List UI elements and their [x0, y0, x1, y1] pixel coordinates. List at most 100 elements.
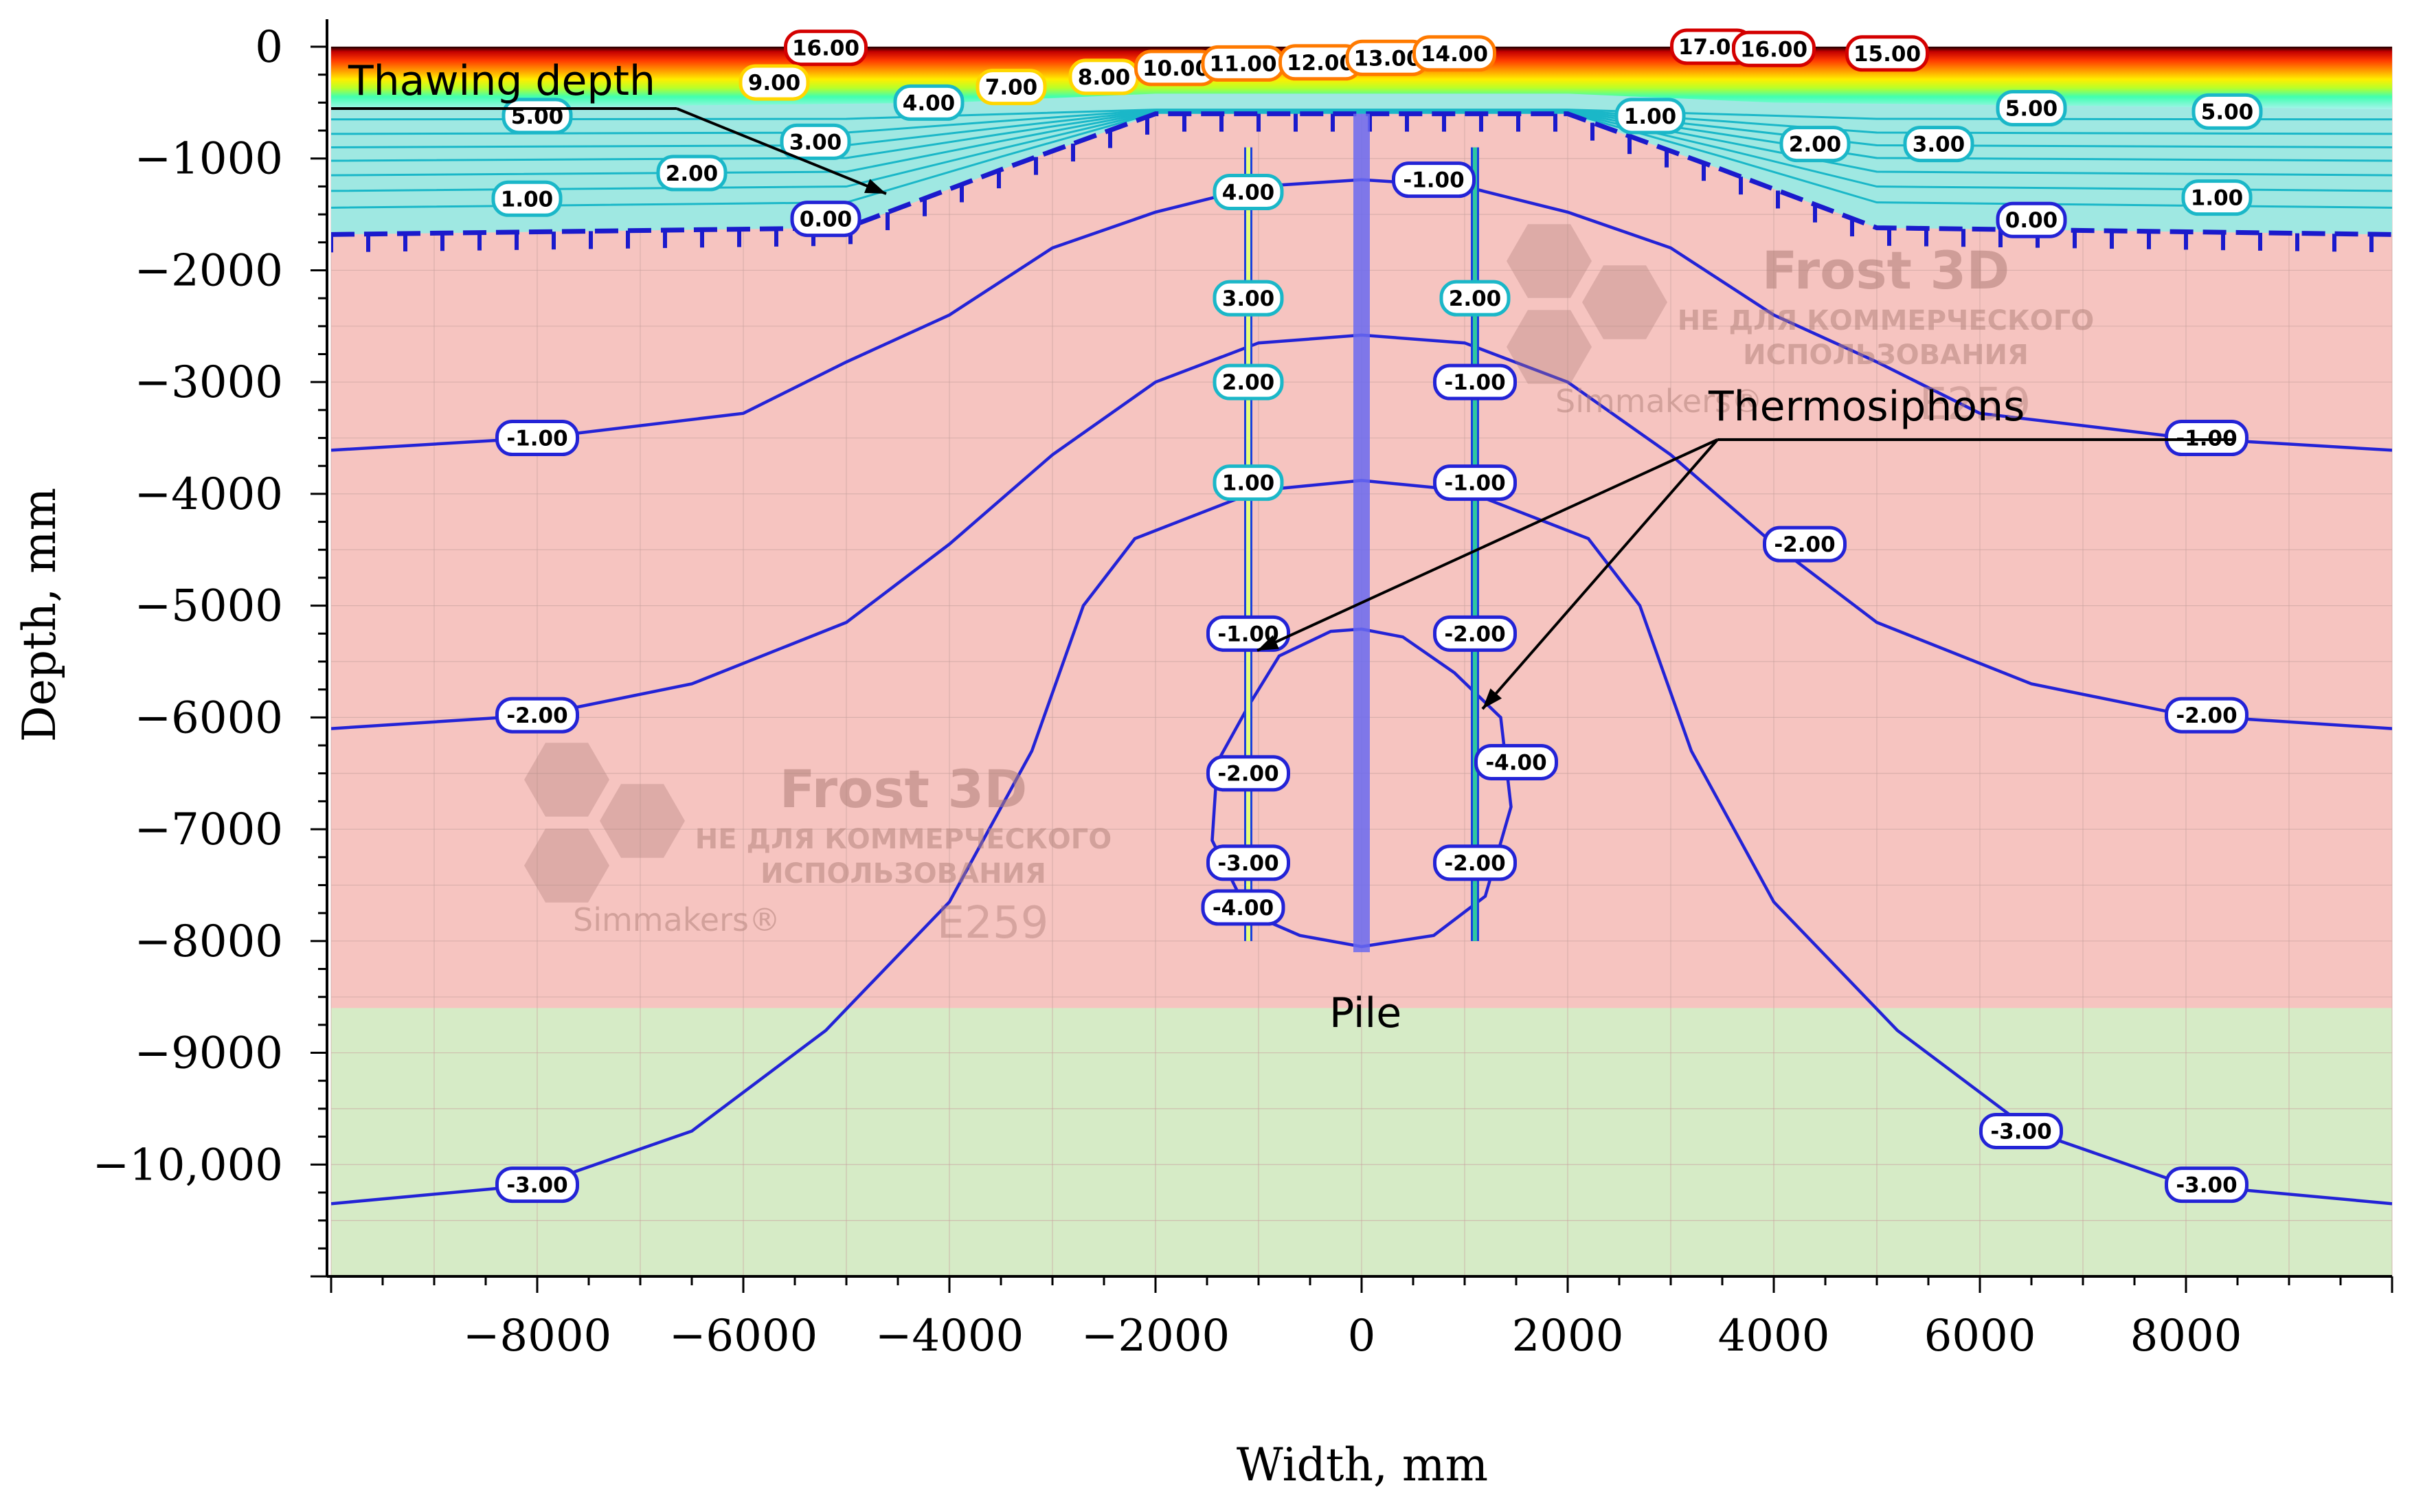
contour-label: 7.00 — [976, 69, 1047, 106]
watermark-line1: НЕ ДЛЯ КОММЕРЧЕСКОГО — [695, 824, 1112, 855]
contour-label-box — [1433, 615, 1517, 652]
contour-label-box — [1213, 464, 1284, 501]
contour-label-text: -3.00 — [2176, 1173, 2237, 1198]
contour-label-box — [1732, 30, 1816, 67]
contour-label-box — [1614, 98, 1686, 135]
contour-label-box — [1213, 174, 1284, 211]
contour-label-text: 9.00 — [748, 71, 801, 95]
contour-label: -3.00 — [1206, 844, 1290, 881]
contour-label-text: 10.00 — [1142, 56, 1210, 81]
watermark-2: Frost 3D НЕ ДЛЯ КОММЕРЧЕСКОГОИСПОЛЬЗОВАНИ… — [1507, 224, 2094, 430]
contour-label-box — [1996, 90, 2067, 126]
watermark-title: Frost 3D — [780, 758, 1028, 820]
contour-label: -2.00 — [1206, 755, 1290, 792]
contour-label: 2.00 — [656, 155, 728, 192]
contour-label-text: 16.00 — [1740, 37, 1807, 62]
contour-label-text: 14.00 — [1421, 42, 1488, 67]
contour-label: -1.00 — [2165, 420, 2248, 457]
thawing-depth-arrow-head — [864, 179, 886, 194]
contour-label-text: 0.00 — [2005, 208, 2058, 233]
contour-label-box — [1474, 743, 1558, 780]
watermark-code: E259 — [1919, 379, 2031, 430]
contour-label: -1.00 — [1392, 161, 1476, 199]
contour-label-text: 1.00 — [1222, 471, 1275, 496]
contour-label-text: 8.00 — [1078, 65, 1131, 90]
contour-label-box — [1996, 201, 2067, 238]
contour-label: 1.00 — [2181, 179, 2253, 216]
contour-label-text: -3.00 — [1217, 851, 1278, 876]
contour-label: 14.00 — [1412, 35, 1496, 72]
contour-label: 2.00 — [1439, 280, 1511, 317]
thermosiphons-annotation: Thermosiphons — [1708, 383, 2025, 431]
contour-label: -2.00 — [1433, 844, 1517, 881]
watermark-hexagon — [600, 784, 685, 858]
contour-label: 9.00 — [739, 64, 810, 101]
contour-label-box — [495, 697, 579, 734]
contour-label: 16.00 — [1732, 30, 1816, 67]
contour-label-box — [1206, 755, 1290, 792]
contour-label-text: -1.00 — [1403, 168, 1464, 193]
y-axis-title: Depth, mm — [13, 488, 66, 742]
contour-label-text: -2.00 — [1217, 762, 1278, 787]
x-tick-label: 2000 — [1512, 1311, 1624, 1362]
axes: −8000 −6000 −4000 −2000 0 2000 4000 6000 8000 0 −1… — [92, 19, 2393, 1362]
contour-label-text: -4.00 — [1485, 750, 1546, 775]
contour-label-text: -1.00 — [1444, 471, 1505, 496]
contour-label-box — [2165, 420, 2248, 457]
contour-label-box — [2181, 179, 2253, 216]
contour-label-box — [1213, 280, 1284, 317]
watermark-brand: Simmakers® — [1555, 383, 1763, 420]
contour-label: 17.00 — [1670, 28, 1754, 65]
contour-label-text: 2.00 — [1789, 133, 1842, 157]
contour-label: 3.00 — [780, 123, 851, 160]
contour-label-box — [1433, 363, 1517, 400]
y-tick-label: −9000 — [135, 1028, 284, 1079]
contour-label-text: -4.00 — [1213, 896, 1274, 921]
contour-label-text: 11.00 — [1209, 52, 1276, 76]
contour-label-text: 3.00 — [1913, 133, 1965, 157]
watermark-line2: ИСПОЛЬЗОВАНИЯ — [760, 858, 1046, 890]
contour-label: 11.00 — [1201, 45, 1285, 82]
contour-label-text: 1.00 — [2191, 186, 2244, 211]
contour-label-box — [2165, 1166, 2248, 1204]
contour-label-box — [1903, 126, 1974, 163]
contour-label-box — [1779, 126, 1851, 163]
watermark-hexagon — [1507, 224, 1592, 298]
y-tick-label: −5000 — [135, 581, 284, 632]
watermark-line2: ИСПОЛЬЗОВАНИЯ — [1743, 339, 2029, 371]
y-tick-label: −10,000 — [92, 1140, 283, 1191]
contour-label-text: 4.00 — [1222, 181, 1275, 205]
y-tick-label: −7000 — [135, 804, 284, 855]
contour-label-text: -1.00 — [1444, 370, 1505, 395]
contour-label-text: 16.00 — [792, 36, 859, 61]
contour-label: 4.00 — [1213, 174, 1284, 211]
contour-label: -1.00 — [1433, 363, 1517, 400]
watermark-line1: НЕ ДЛЯ КОММЕРЧЕСКОГО — [1678, 305, 2094, 337]
contour-label-box — [790, 201, 861, 238]
x-tick-label: −2000 — [1081, 1311, 1230, 1362]
watermark-brand: Simmakers® — [573, 901, 780, 938]
contour-label-text: 2.00 — [1222, 370, 1275, 395]
contour-label: 15.00 — [1845, 35, 1929, 72]
contour-label-box — [2165, 697, 2248, 734]
contour-label: -4.00 — [1201, 889, 1285, 926]
contour-labels: 16.00 9.00 5.00 7.00 4.00 3.00 2.00 1.00 0.00 8.0… — [491, 28, 2263, 1204]
contour-label: -3.00 — [495, 1166, 579, 1204]
contour-label-text: 12.00 — [1287, 51, 1354, 76]
contour-label-box — [1201, 889, 1285, 926]
watermark-hexagon — [524, 828, 609, 903]
contour-label-text: 3.00 — [789, 130, 842, 155]
contour-label: 3.00 — [1213, 280, 1284, 317]
contour-label-box — [1763, 526, 1847, 563]
contour-label-text: 2.00 — [1449, 286, 1502, 311]
contour-label: -2.00 — [2165, 697, 2248, 734]
contour-label-text: 13.00 — [1353, 46, 1421, 71]
x-tick-label: −8000 — [463, 1311, 612, 1362]
thaw-isotherm — [331, 111, 2392, 209]
contour-label-box — [1439, 280, 1511, 317]
pile — [1353, 113, 1370, 953]
contour-label-text: 7.00 — [985, 76, 1038, 100]
contour-label-text: 5.00 — [2201, 100, 2254, 124]
contour-label-box — [893, 84, 965, 121]
contour-label: 2.00 — [1213, 363, 1284, 400]
